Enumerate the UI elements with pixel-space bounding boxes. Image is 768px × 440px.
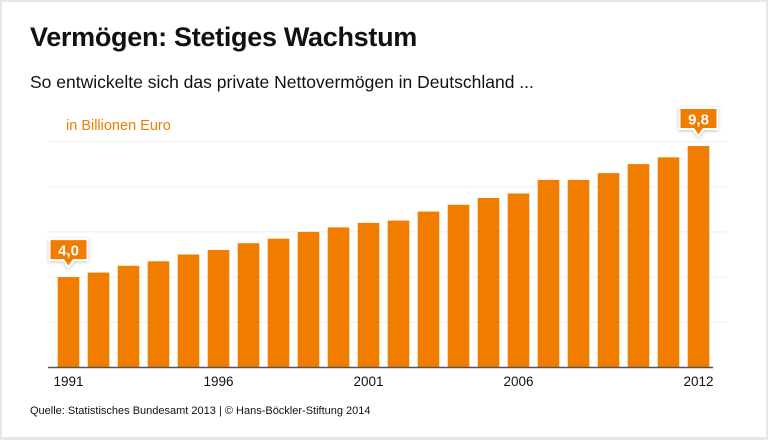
- x-tick-label: 2006: [503, 374, 533, 389]
- bar-2010: [627, 164, 650, 368]
- x-tick-label: 1996: [203, 374, 233, 389]
- data-label-callout: [678, 107, 719, 138]
- bar-1999: [297, 231, 320, 368]
- bar-2000: [327, 227, 350, 368]
- bar-2003: [417, 211, 440, 368]
- bar-1992: [87, 272, 110, 368]
- source-note: Quelle: Statistisches Bundesamt 2013 | ©…: [30, 405, 371, 417]
- bar-2008: [567, 179, 590, 368]
- data-label-1991: 4,0: [58, 243, 79, 260]
- chart-subtitle: So entwickelte sich das private Nettover…: [30, 72, 534, 92]
- bar-1995: [177, 254, 200, 368]
- bar-1998: [267, 238, 290, 368]
- bar-2001: [357, 222, 380, 368]
- bar-2007: [537, 179, 560, 368]
- bar-1991: [57, 277, 80, 368]
- bar-2002: [387, 220, 410, 368]
- bar-1994: [147, 261, 170, 368]
- bar-2012: [687, 146, 710, 368]
- callout-box: [48, 238, 89, 269]
- callout-box: [678, 107, 719, 138]
- x-tick-label: 2001: [353, 374, 383, 389]
- bar-1993: [117, 265, 140, 368]
- bar-1997: [237, 243, 260, 368]
- data-label-2012: 9,8: [688, 112, 709, 129]
- bar-2006: [507, 193, 530, 368]
- bar-2011: [657, 157, 680, 368]
- x-tick-label: 2012: [683, 374, 713, 389]
- x-tick-label: 1991: [53, 374, 83, 389]
- data-label-callout: [48, 238, 89, 269]
- bar-1996: [207, 249, 230, 368]
- bar-2005: [477, 198, 500, 368]
- bar-2004: [447, 204, 470, 368]
- y-axis-unit-label: in Billionen Euro: [66, 118, 171, 134]
- chart-title: Vermögen: Stetiges Wachstum: [30, 22, 417, 52]
- bar-2009: [597, 173, 620, 368]
